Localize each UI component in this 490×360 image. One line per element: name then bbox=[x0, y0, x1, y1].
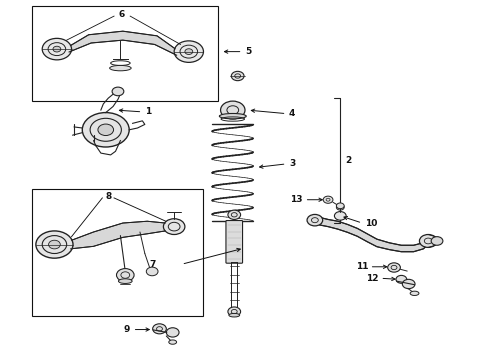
Text: 12: 12 bbox=[366, 274, 378, 283]
Circle shape bbox=[402, 279, 415, 289]
Circle shape bbox=[42, 39, 72, 60]
Ellipse shape bbox=[220, 113, 246, 119]
Text: 4: 4 bbox=[289, 109, 295, 118]
Text: 7: 7 bbox=[150, 260, 156, 269]
Ellipse shape bbox=[410, 291, 419, 296]
Circle shape bbox=[336, 204, 344, 210]
FancyBboxPatch shape bbox=[226, 221, 243, 263]
Circle shape bbox=[431, 237, 443, 245]
Ellipse shape bbox=[229, 314, 240, 317]
Circle shape bbox=[112, 87, 124, 96]
Circle shape bbox=[228, 307, 241, 316]
Circle shape bbox=[147, 267, 158, 276]
Text: 2: 2 bbox=[345, 156, 351, 165]
Circle shape bbox=[323, 196, 333, 203]
Circle shape bbox=[334, 212, 346, 220]
Ellipse shape bbox=[169, 340, 176, 344]
Text: 11: 11 bbox=[356, 262, 368, 271]
Text: 5: 5 bbox=[245, 47, 251, 56]
Polygon shape bbox=[69, 31, 176, 55]
Polygon shape bbox=[316, 216, 428, 252]
Circle shape bbox=[36, 231, 73, 258]
Circle shape bbox=[185, 49, 193, 54]
Circle shape bbox=[307, 215, 323, 226]
Circle shape bbox=[98, 124, 114, 135]
Circle shape bbox=[388, 263, 400, 272]
Circle shape bbox=[49, 240, 60, 249]
Circle shape bbox=[117, 269, 134, 282]
Ellipse shape bbox=[110, 66, 131, 71]
Circle shape bbox=[220, 101, 245, 119]
Text: 3: 3 bbox=[289, 159, 295, 168]
Circle shape bbox=[419, 234, 437, 247]
Text: 10: 10 bbox=[365, 219, 377, 228]
Circle shape bbox=[53, 46, 61, 52]
Circle shape bbox=[82, 113, 129, 147]
Circle shape bbox=[396, 275, 407, 283]
Circle shape bbox=[153, 324, 166, 334]
Text: 6: 6 bbox=[119, 10, 125, 19]
Circle shape bbox=[163, 219, 185, 234]
Ellipse shape bbox=[119, 279, 132, 283]
Circle shape bbox=[231, 71, 244, 81]
Text: 9: 9 bbox=[124, 325, 130, 334]
Text: 8: 8 bbox=[105, 192, 111, 201]
Text: 13: 13 bbox=[290, 195, 303, 204]
Circle shape bbox=[336, 203, 344, 209]
Text: 1: 1 bbox=[145, 107, 151, 116]
Circle shape bbox=[166, 328, 179, 337]
Circle shape bbox=[174, 41, 203, 62]
Polygon shape bbox=[71, 221, 165, 249]
Circle shape bbox=[228, 210, 241, 220]
